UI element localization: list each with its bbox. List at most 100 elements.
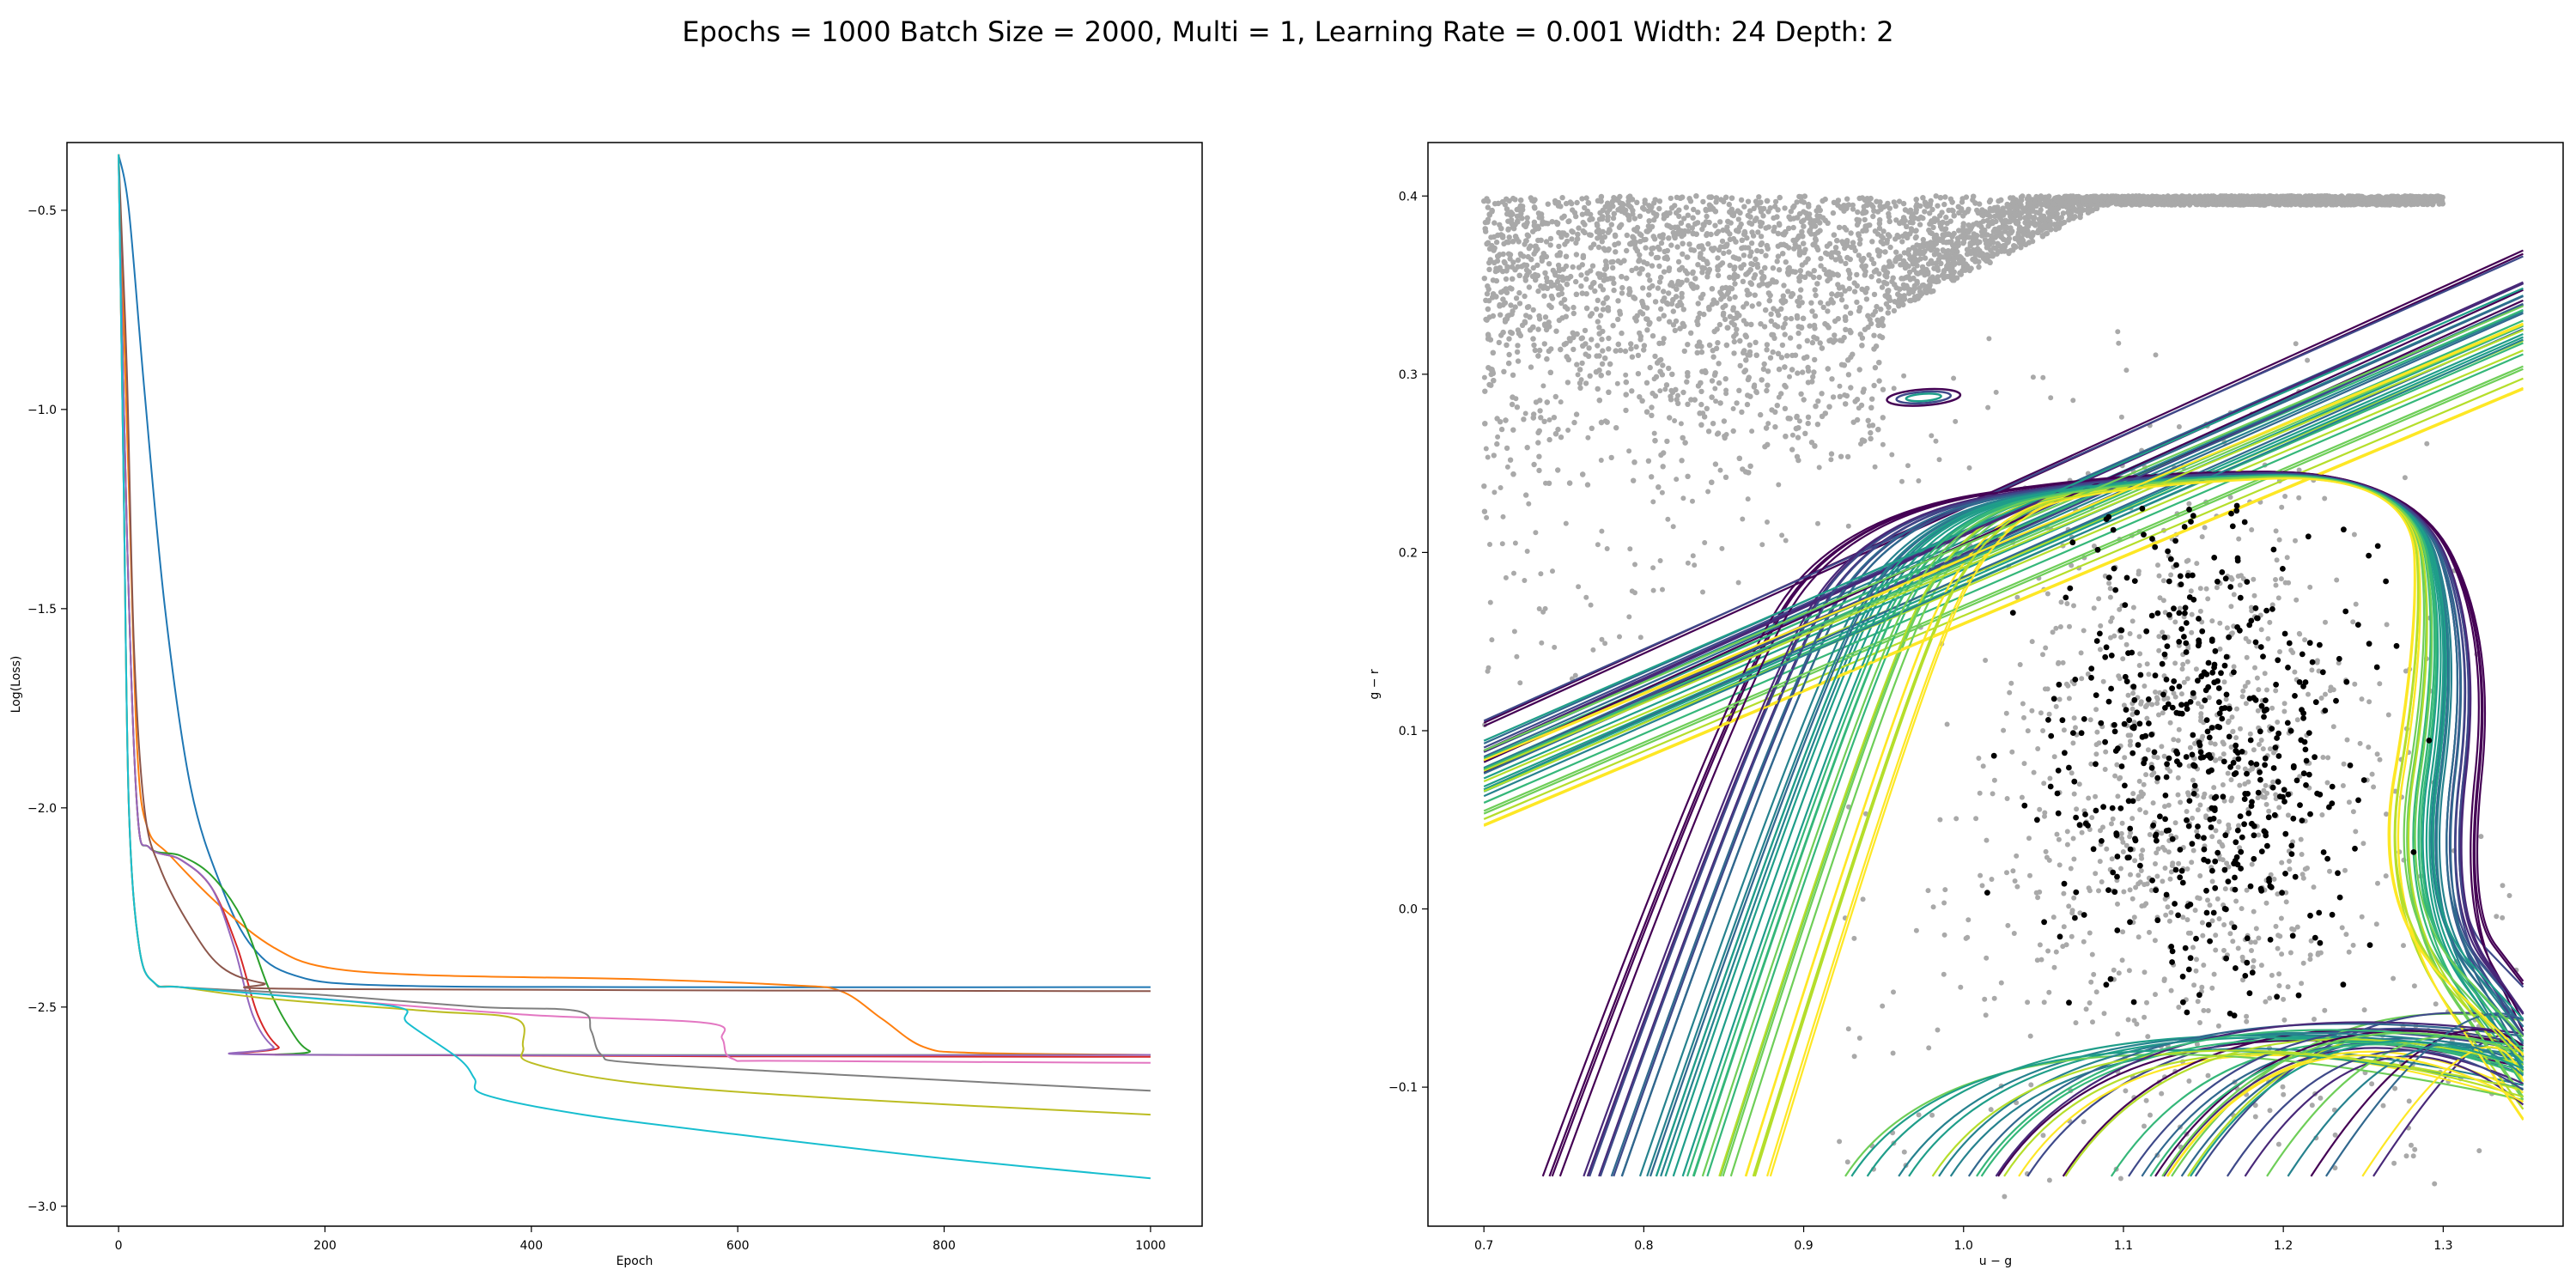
background-point: [1505, 226, 1511, 232]
background-point: [1623, 379, 1630, 386]
background-point: [2075, 202, 2082, 208]
background-point: [1600, 348, 1606, 354]
background-point: [2266, 198, 2272, 205]
background-point: [2039, 234, 2046, 240]
background-point: [1785, 271, 1792, 277]
background-point: [1751, 205, 1757, 211]
background-point: [1987, 208, 1993, 214]
background-point: [1977, 201, 1983, 207]
background-point: [1843, 326, 1849, 332]
background-point: [1887, 244, 1893, 251]
background-point: [1643, 409, 1650, 415]
background-point: [1604, 210, 1611, 216]
background-point: [1817, 207, 1823, 214]
background-point: [1734, 400, 1740, 406]
background-point: [2322, 193, 2328, 199]
background-point: [1667, 319, 1673, 325]
background-point: [1854, 283, 1860, 289]
background-point: [1563, 263, 1570, 270]
background-point: [1758, 234, 1765, 240]
background-point: [1775, 253, 1782, 259]
background-point: [1712, 222, 1718, 228]
background-point: [1783, 259, 1789, 265]
background-point: [2063, 204, 2069, 210]
background-point: [1942, 226, 1949, 232]
background-point: [1619, 284, 1625, 291]
background-point: [1742, 368, 1749, 374]
background-point: [1972, 200, 1978, 206]
background-point: [1637, 309, 1643, 315]
background-point: [2004, 224, 2010, 231]
background-point: [2007, 218, 2013, 225]
background-point: [1818, 255, 1824, 262]
background-point: [1493, 294, 1499, 300]
background-point: [1504, 342, 1510, 349]
background-point: [1838, 453, 1844, 459]
background-point: [1548, 304, 1554, 310]
background-point: [1643, 380, 1650, 386]
background-point: [1546, 348, 1552, 355]
background-point: [1819, 345, 1826, 351]
background-point: [1846, 275, 1853, 282]
background-point: [1776, 366, 1783, 373]
background-point: [1929, 260, 1935, 266]
background-point: [1933, 193, 1939, 199]
background-point: [1674, 286, 1680, 292]
background-point: [1598, 419, 1605, 426]
background-point: [1628, 341, 1634, 347]
background-point: [1637, 337, 1643, 343]
background-point: [1735, 256, 1742, 262]
background-point: [1656, 484, 1662, 490]
background-point: [1544, 278, 1551, 285]
background-point: [1871, 291, 1878, 298]
background-point: [1668, 242, 1674, 248]
background-point: [1589, 425, 1595, 431]
background-point: [1561, 296, 1568, 303]
background-point: [1507, 457, 1514, 463]
background-point: [1670, 308, 1677, 314]
background-point: [1738, 197, 1745, 204]
background-point: [1512, 304, 1518, 310]
x-tick-label: 600: [726, 1239, 750, 1253]
background-point: [1652, 299, 1659, 305]
x-axis-label: Epoch: [617, 1255, 653, 1268]
background-point: [1626, 291, 1632, 297]
background-point: [1554, 221, 1561, 228]
background-point: [1727, 285, 1733, 291]
background-point: [1745, 392, 1751, 398]
background-point: [1555, 426, 1561, 433]
background-point: [1486, 212, 1493, 218]
background-point: [1656, 340, 1662, 347]
background-point: [1789, 352, 1795, 359]
background-point: [1727, 274, 1733, 281]
background-point: [1668, 205, 1675, 211]
background-point: [1556, 274, 1562, 280]
background-point: [1531, 342, 1537, 349]
background-point: [1856, 217, 1862, 223]
background-point: [1564, 306, 1571, 312]
background-point: [1770, 349, 1776, 355]
background-point: [1746, 374, 1753, 380]
background-point: [1794, 413, 1800, 420]
background-point: [1856, 367, 1862, 373]
background-point: [1940, 219, 1946, 226]
background-point: [1805, 364, 1811, 371]
background-point: [1656, 198, 1663, 204]
background-point: [1615, 258, 1621, 264]
background-point: [1626, 215, 1632, 221]
background-point: [1861, 255, 1867, 262]
background-point: [1649, 283, 1656, 289]
background-point: [1868, 274, 1874, 280]
background-point: [1905, 234, 1911, 240]
background-point: [1832, 337, 1838, 343]
background-point: [1601, 277, 1607, 283]
background-point: [1694, 349, 1700, 355]
background-point: [1596, 331, 1602, 337]
background-point: [1780, 325, 1786, 331]
background-point: [1637, 213, 1643, 219]
background-point: [2295, 193, 2301, 199]
background-point: [1487, 257, 1493, 263]
background-point: [1757, 219, 1764, 225]
background-point: [1580, 343, 1586, 349]
